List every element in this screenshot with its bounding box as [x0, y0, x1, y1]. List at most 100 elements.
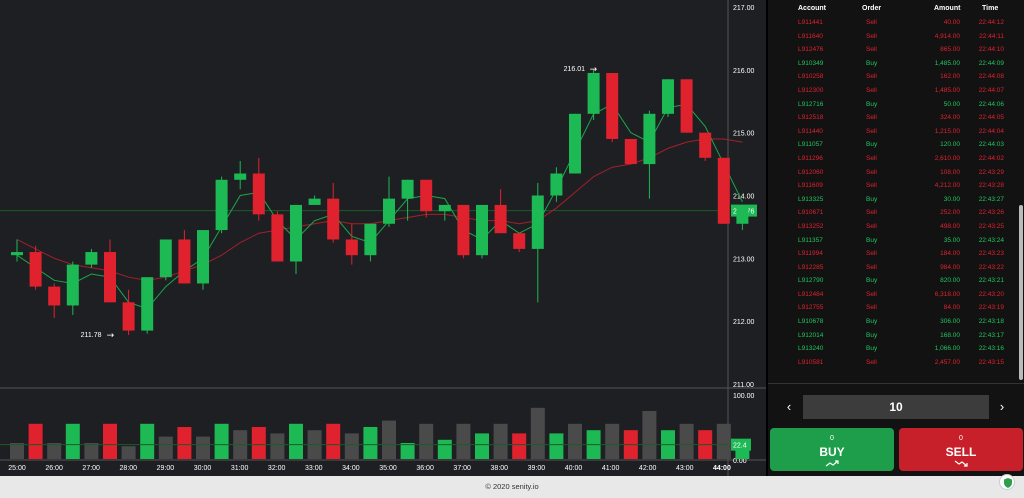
trade-time: 22:43:29	[978, 168, 1004, 176]
shield-icon[interactable]	[999, 474, 1015, 490]
y-tick-label: 212.00	[733, 319, 755, 326]
volume-bar	[642, 411, 657, 459]
trade-order: Sell	[866, 290, 877, 298]
trade-amount: 184.00	[940, 250, 960, 258]
candle-body	[178, 239, 191, 284]
trade-time: 22:44:10	[978, 46, 1004, 54]
volume-bar	[419, 423, 434, 459]
trade-amount: 1,066.00	[934, 345, 960, 353]
trade-row: L911440 Sell 1,215.00 22:44:04	[768, 125, 1020, 139]
chevron-right-icon[interactable]: ›	[999, 399, 1005, 414]
trade-row: L911057 Buy 120.00 22:44:03	[768, 138, 1020, 152]
trades-scrollbar[interactable]	[1019, 205, 1023, 380]
trade-account: L912518	[798, 114, 824, 122]
candle-body	[104, 252, 116, 303]
trade-amount: 162.00	[940, 73, 960, 81]
trade-amount: 108.00	[940, 168, 960, 176]
current-volume-badge	[731, 438, 751, 451]
volume-bar	[437, 439, 452, 459]
trade-account: L911357	[798, 236, 823, 244]
candle-body	[327, 198, 340, 240]
divider	[768, 383, 1024, 384]
trade-amount: 35.00	[943, 236, 960, 244]
candle-body	[494, 204, 507, 234]
candle-body	[643, 113, 656, 165]
trade-amount: 50.00	[943, 100, 960, 108]
trade-time: 22:44:03	[978, 141, 1004, 149]
trade-amount: 120.00	[940, 141, 960, 149]
price-chart[interactable]: 217.00 216.00 215.00 214.00 213.00 212.00 211.…	[0, 0, 766, 476]
candle-body	[680, 79, 693, 133]
arrow-right-icon: →	[590, 65, 598, 75]
trade-row: L913240 Buy 1,066.00 22:43:16	[768, 342, 1020, 356]
trade-order: Sell	[866, 168, 877, 176]
trade-order: Sell	[866, 222, 877, 230]
current-volume-label: 22.4	[733, 443, 747, 450]
candle-body	[215, 179, 228, 231]
x-tick-label: 40:00	[565, 465, 583, 472]
trading-app: 217.00 216.00 215.00 214.00 213.00 212.00 211.…	[0, 0, 1024, 476]
trade-account: L911296	[798, 154, 823, 162]
trades-list[interactable]: L911441 Sell 40.00 22:44:12 L911640 Sell 4,914…	[768, 16, 1020, 382]
trade-time: 22:44:09	[978, 59, 1004, 67]
trade-time: 22:44:06	[978, 100, 1004, 108]
trade-time: 22:43:22	[978, 263, 1004, 271]
trade-amount: 306.00	[940, 318, 960, 326]
trade-order: Sell	[866, 358, 877, 366]
trade-amount: 1,485.00	[934, 86, 960, 94]
buy-button[interactable]: 0 BUY	[770, 428, 894, 471]
trade-account: L910349	[798, 59, 824, 67]
trade-account: L912716	[798, 100, 824, 108]
sell-button[interactable]: 0 SELL	[899, 428, 1023, 471]
trade-order: Sell	[866, 182, 877, 190]
volume-bar	[400, 443, 415, 459]
trade-account: L910258	[798, 73, 824, 81]
header-time: Time	[982, 5, 999, 12]
candle-body	[234, 173, 247, 180]
trade-amount: 30.00	[943, 195, 960, 203]
trade-account: L913325	[798, 195, 824, 203]
trade-row: L910581 Sell 2,457.00 22:43:15	[768, 356, 1020, 370]
trade-row: L910671 Sell 252.00 22:43:26	[768, 206, 1020, 220]
trade-order: Sell	[866, 127, 877, 135]
candle-body	[476, 204, 488, 256]
volume-bar	[47, 443, 62, 459]
trade-account: L912790	[798, 277, 824, 285]
trade-amount: 2,610.00	[934, 154, 960, 162]
volume-bar	[10, 443, 24, 459]
trade-time: 22:43:26	[978, 209, 1004, 217]
trade-order: Sell	[866, 209, 877, 217]
trade-amount: 252.00	[940, 209, 960, 217]
x-tick-label: 34:00	[342, 465, 360, 472]
volume-bar	[549, 433, 564, 459]
quantity-value[interactable]: 10	[803, 395, 989, 419]
trade-time: 22:43:23	[978, 250, 1004, 258]
trade-row: L911994 Sell 184.00 22:43:23	[768, 247, 1020, 261]
chart-canvas[interactable]: 217.00 216.00 215.00 214.00 213.00 212.00 211.…	[0, 0, 766, 476]
trade-account: L912476	[798, 46, 824, 54]
volume-tick-label: 100.00	[733, 393, 755, 400]
volume-tick-label: 0.00	[733, 458, 747, 465]
trade-row: L912518 Sell 324.00 22:44:05	[768, 111, 1020, 125]
x-tick-label: 30:00	[194, 465, 212, 472]
candle-body	[699, 132, 712, 158]
quantity-stepper[interactable]: ‹ 10 ›	[768, 394, 1024, 420]
trade-order: Sell	[866, 73, 877, 81]
x-tick-label: 41:00	[602, 465, 620, 472]
candle-body	[662, 79, 674, 114]
volume-bar	[121, 446, 136, 459]
trade-amount: 498.00	[940, 222, 960, 230]
trade-order: Buy	[866, 331, 878, 339]
candle-body	[624, 138, 637, 165]
candle-body	[717, 157, 730, 224]
trade-account: L912300	[798, 86, 824, 94]
trade-account: L911640	[798, 32, 823, 40]
candle-body	[159, 239, 172, 278]
trade-row: L910349 Buy 1,485.00 22:44:09	[768, 57, 1020, 71]
trade-row: L911609 Sell 4,212.00 22:43:28	[768, 179, 1020, 193]
x-tick-label: 38:00	[491, 465, 509, 472]
trade-time: 22:44:12	[978, 19, 1004, 26]
trade-account: L912285	[798, 263, 824, 271]
volume-bar	[456, 423, 471, 459]
chevron-left-icon[interactable]: ‹	[786, 399, 792, 414]
